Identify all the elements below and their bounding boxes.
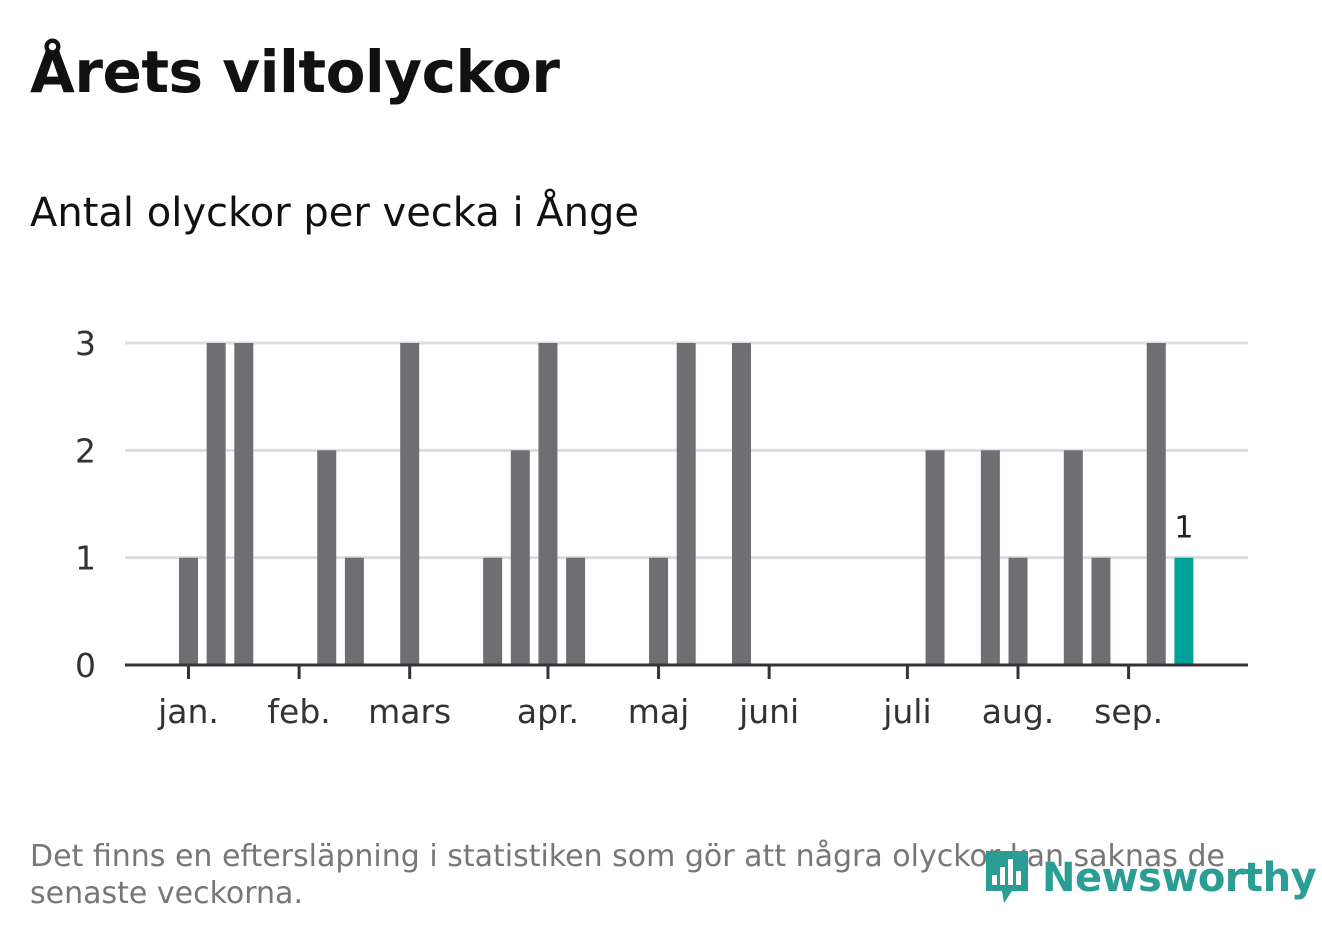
bar-chart: 0 1 2 3 jan. feb. mars apr. maj juni juli aug. sep.… — [75, 324, 1248, 731]
bar — [510, 450, 530, 665]
y-tick-label: 2 — [75, 431, 96, 470]
x-tick-label: sep. — [1094, 692, 1163, 731]
x-axis-ticks: jan. feb. mars apr. maj juni juli aug. sep. — [157, 665, 1163, 731]
highlight-bar — [1174, 557, 1194, 665]
chart-subtitle: Antal olyckor per vecka i Ånge — [30, 190, 640, 236]
bar — [1063, 450, 1083, 665]
bar — [732, 343, 751, 665]
data-label: 1 — [1174, 511, 1193, 546]
newsworthy-logo: Newsworthy — [982, 846, 1317, 910]
y-axis-ticks: 0 1 2 3 — [75, 324, 96, 685]
x-tick-label: jan. — [157, 692, 219, 731]
bar — [980, 450, 1000, 665]
bars — [179, 343, 1194, 665]
bar — [179, 557, 198, 665]
x-tick-label: aug. — [982, 692, 1055, 731]
page-title: Årets viltolyckor — [30, 38, 560, 106]
bar — [538, 343, 558, 665]
bar — [483, 557, 503, 665]
y-tick-label: 1 — [75, 539, 96, 578]
bar — [234, 343, 254, 665]
bar — [344, 557, 364, 665]
x-tick-label: apr. — [517, 692, 579, 731]
bar — [317, 450, 337, 665]
bar — [400, 343, 420, 665]
bar — [925, 450, 945, 665]
bar — [676, 343, 696, 665]
y-tick-label: 0 — [75, 646, 96, 685]
bar — [1091, 557, 1111, 665]
x-tick-label: juli — [882, 692, 931, 731]
data-labels: 1 — [1174, 511, 1193, 546]
bar — [1146, 343, 1166, 665]
x-tick-label: mars — [368, 692, 451, 731]
logo-text: Newsworthy — [1042, 855, 1317, 901]
x-tick-label: juni — [738, 692, 799, 731]
bar — [566, 557, 586, 665]
x-tick-label: feb. — [267, 692, 330, 731]
bar — [649, 557, 669, 665]
bar-chart-speech-bubble-icon — [986, 851, 1028, 903]
bar — [206, 343, 226, 665]
y-tick-label: 3 — [75, 324, 96, 363]
bar — [1008, 557, 1028, 665]
x-tick-label: maj — [628, 692, 690, 731]
